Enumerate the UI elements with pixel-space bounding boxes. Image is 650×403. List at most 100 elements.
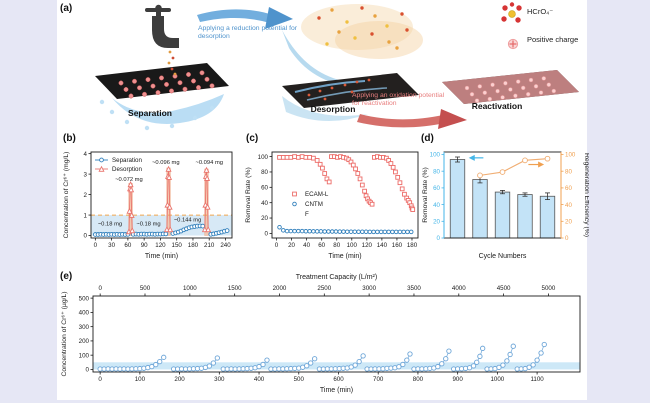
svg-text:240: 240: [220, 242, 231, 249]
bar-cycle-4: [517, 194, 533, 239]
svg-text:5000: 5000: [542, 285, 556, 292]
annotation: ~0.094 mg: [195, 160, 223, 166]
svg-text:600: 600: [333, 376, 344, 383]
desorption-cloud-icon: [301, 4, 423, 59]
svg-text:1000: 1000: [183, 285, 197, 292]
svg-text:80: 80: [433, 168, 440, 175]
svg-text:0: 0: [275, 242, 279, 249]
svg-text:2000: 2000: [273, 285, 287, 292]
stage-label-desorption: Desorption: [310, 104, 356, 114]
svg-text:80: 80: [565, 168, 572, 175]
svg-text:210: 210: [204, 242, 215, 249]
svg-text:100: 100: [347, 242, 358, 249]
svg-text:1500: 1500: [228, 285, 242, 292]
bar-cycle-1: [449, 159, 466, 239]
chart-c-svg: 0 20 40 60 80 100 120 140 160 180 0 20 40 60 80 100 Time…: [245, 151, 419, 260]
svg-text:180: 180: [407, 242, 418, 249]
svg-text:900: 900: [452, 376, 463, 383]
panel-letter-e: (e): [60, 271, 73, 282]
svg-text:60: 60: [318, 242, 325, 249]
svg-text:140: 140: [377, 242, 388, 249]
caption-reduction: Applying a reduction potential for desor…: [198, 25, 297, 41]
oxidation-arrow-icon: [357, 109, 467, 129]
y-axis-label: Removal Rate (%): [245, 167, 252, 223]
svg-text:0: 0: [98, 376, 102, 383]
svg-text:0: 0: [94, 242, 98, 249]
svg-text:40: 40: [433, 202, 440, 209]
y-axis-label: Concentration of Cr⁶⁺ (µg/L): [61, 291, 68, 376]
svg-text:120: 120: [362, 242, 373, 249]
svg-text:40: 40: [261, 200, 268, 207]
svg-text:500: 500: [79, 295, 90, 302]
legend-hcro4-label: HCrO₄⁻: [527, 7, 554, 16]
membrane-separation: [95, 63, 229, 99]
svg-text:30: 30: [108, 242, 115, 249]
svg-text:4: 4: [84, 151, 88, 158]
svg-text:500: 500: [294, 376, 305, 383]
water-splash-icon: [99, 94, 224, 131]
legend-label: ECAM-L: [305, 191, 329, 198]
svg-text:0: 0: [565, 235, 569, 242]
svg-text:80: 80: [333, 242, 340, 249]
x-axis-label: Time (min): [328, 253, 361, 260]
svg-text:20: 20: [261, 215, 268, 222]
svg-text:20: 20: [433, 219, 440, 226]
svg-text:3: 3: [84, 171, 88, 178]
chart-e-svg: 0 100 200 300 400 500 600 700 800 900 1000 11000100…: [61, 274, 581, 394]
svg-text:0: 0: [98, 285, 102, 292]
svg-text:40: 40: [565, 202, 572, 209]
legend-label: CNTM: [305, 201, 323, 208]
svg-text:3500: 3500: [407, 285, 421, 292]
svg-text:40: 40: [303, 242, 310, 249]
water-flow-icon: [282, 30, 368, 122]
svg-text:150: 150: [172, 242, 183, 249]
y-axis-label: Concentration of Cr⁶⁺ (mg/L): [63, 152, 70, 239]
stage-label-separation: Separation: [128, 108, 172, 118]
svg-text:400: 400: [254, 376, 265, 383]
svg-text:800: 800: [413, 376, 424, 383]
svg-text:1000: 1000: [490, 376, 504, 383]
svg-text:0: 0: [84, 233, 88, 240]
svg-text:500: 500: [140, 285, 151, 292]
panel-a-illustration: [95, 2, 579, 131]
panel-d-chart: 0 20 40 60 80 100 0 20 40 60 80 100 Cycle Numbers Rem…: [419, 136, 590, 271]
svg-text:300: 300: [79, 324, 90, 331]
svg-text:400: 400: [79, 310, 90, 317]
x-axis-label: Time (min): [320, 387, 353, 394]
svg-text:180: 180: [188, 242, 199, 249]
panel-letter-b: (b): [63, 133, 76, 144]
reduction-arrow-icon: [197, 7, 293, 29]
panel-e-chart: 0 100 200 300 400 500 600 700 800 900 1000 1100 0 100…: [58, 270, 588, 403]
bar-cycle-2: [472, 179, 488, 239]
panel-letter-d: (d): [421, 133, 434, 144]
top-axis-label: Treatment Capacity (L/m²): [296, 274, 377, 281]
y-axis-label-right: Regeneration Efficiency (%): [583, 153, 589, 237]
bar-cycle-5: [539, 195, 556, 239]
x-axis-label: Cycle Numbers: [479, 253, 527, 260]
svg-text:2: 2: [84, 192, 88, 199]
legend-label: F: [305, 211, 309, 218]
svg-text:100: 100: [565, 152, 576, 159]
svg-text:100: 100: [258, 154, 269, 161]
positive-charge-icon: [507, 38, 519, 50]
svg-text:4000: 4000: [452, 285, 466, 292]
svg-text:1: 1: [84, 212, 88, 219]
hcro4-icon: [501, 2, 522, 23]
legend-positive-charge-label: Positive charge: [527, 35, 579, 44]
svg-text:0: 0: [265, 231, 269, 238]
svg-text:300: 300: [214, 376, 225, 383]
svg-text:0: 0: [86, 367, 90, 374]
faucet-icon: [145, 4, 179, 76]
svg-text:160: 160: [392, 242, 403, 249]
panel-b-chart: 0 30 60 90 120 150 180 210 240 0 1 2 3 4 Time (min) Con…: [60, 136, 238, 271]
svg-text:80: 80: [261, 169, 268, 176]
panel-c-chart: 0 20 40 60 80 100 120 140 160 180 0 20 40 60 80 100 Time…: [242, 136, 424, 271]
chart-d-svg: 0 20 40 60 80 100 0 20 40 60 80 100 Cycle Numbers Rem…: [422, 151, 590, 260]
svg-text:20: 20: [565, 219, 572, 226]
chart-b-svg: 0 30 60 90 120 150 180 210 240 0 1 2 3 4 Time (min) Con…: [63, 151, 233, 260]
svg-text:1100: 1100: [530, 376, 544, 383]
legend-label: Desorption: [112, 166, 142, 173]
svg-text:200: 200: [79, 338, 90, 345]
annotation: ~0.072 mg: [115, 177, 143, 183]
